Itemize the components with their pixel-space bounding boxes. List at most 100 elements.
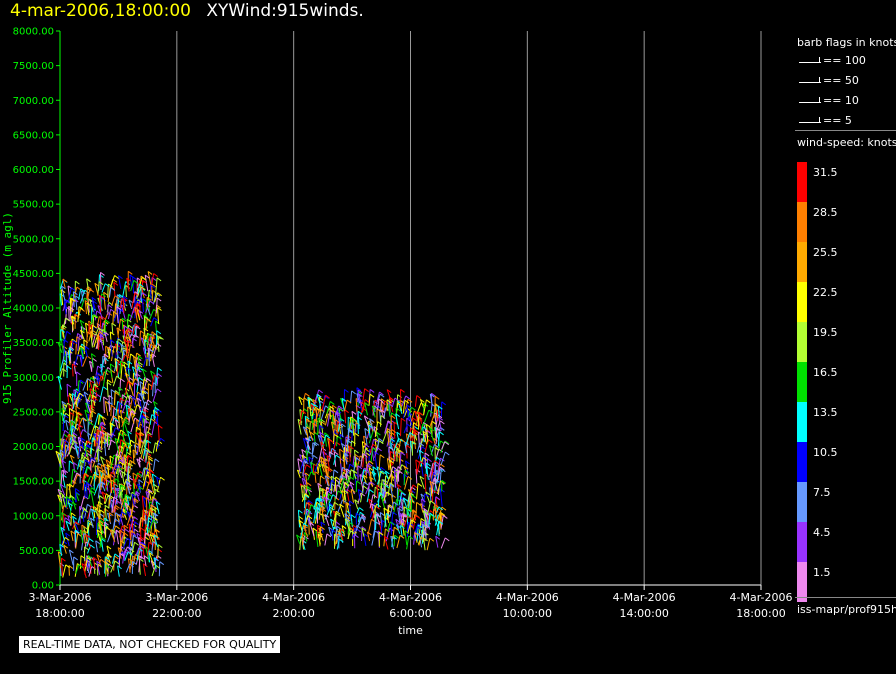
wind-barb-flag [135,296,140,301]
wind-barb-flag [134,417,140,422]
wind-barb [117,547,122,559]
wind-barb-flag [402,512,407,517]
wind-barb [72,462,76,473]
wind-barb [78,424,82,438]
wind-barb-flag [130,439,135,444]
wind-barb-flag [159,336,164,340]
wind-barb-flag [317,482,323,487]
wind-barb-flag [425,491,431,496]
wind-barb-flag [73,556,78,561]
wind-barb-flag [154,412,160,417]
wind-barb-flag [411,494,417,499]
wind-barb-flag [96,504,102,508]
wind-barb-flag [81,509,87,514]
wind-barb [93,446,98,461]
wind-barb-flag [125,480,131,485]
wind-barb [108,439,112,450]
wind-barb [347,530,352,540]
wind-barb [96,561,101,575]
wind-barb-flag [416,395,422,399]
wind-barb [80,437,84,450]
wind-barb-flag [65,520,71,525]
colorbar-swatch [797,522,807,562]
wind-barb-flag [344,518,350,523]
wind-barb-flag [132,337,137,342]
barb-legend-label: == 100 [823,54,866,67]
wind-barb [143,525,147,541]
wind-barb [357,411,360,430]
wind-barb-flag [335,521,341,526]
wind-barb-flag [308,396,313,401]
wind-barb [57,342,63,354]
wind-barb-flag [350,514,356,519]
wind-barb-flag [134,323,140,328]
wind-barb-flag [312,527,318,532]
wind-barb-flag [126,277,131,282]
wind-barb-flag [354,449,359,454]
wind-barb-flag [362,453,368,457]
wind-barb-flag [79,392,84,397]
wind-barb [94,508,99,517]
wind-barb [103,493,107,504]
wind-barb [103,353,106,365]
wind-barb-flag [348,526,354,531]
wind-barb [112,505,116,514]
wind-barb [82,417,86,432]
wind-barb-flag [100,481,106,485]
wind-barb-flag [345,502,351,507]
wind-barb [96,331,100,344]
wind-barb [122,432,125,447]
wind-barb-flag [331,479,336,484]
wind-barb-flag [119,529,124,534]
wind-barb [60,326,64,338]
wind-barb-flag [146,296,152,301]
wind-barb [123,420,129,434]
colorbar-label: 19.5 [813,326,838,339]
wind-barb-flag [141,415,146,420]
wind-barb-flag [80,437,86,442]
wind-barb-flag [317,503,323,508]
wind-barb [349,481,355,495]
wind-barb-flag [79,459,84,464]
wind-barb [308,456,313,472]
wind-barb-flag [341,443,346,447]
wind-barb-flag [62,368,67,373]
wind-barb-flag [411,406,416,411]
wind-barb [117,565,120,577]
wind-barb [332,441,337,453]
wind-barb [59,540,64,556]
wind-barb-flag [392,511,398,516]
x-tick-label: 10:00:00 [503,607,552,620]
wind-barb-flag [110,287,116,291]
wind-barb-flag [118,459,124,463]
wind-barb-flag [414,531,420,535]
wind-barb-flag [114,464,120,469]
wind-barb [328,504,332,517]
wind-barb [431,479,434,494]
wind-barb-flag [63,339,69,343]
barb-legend-symbol [799,122,821,123]
wind-barb-flag [130,408,136,412]
wind-barb-flag [86,278,91,283]
wind-barb [429,427,434,441]
wind-barb [100,436,103,451]
wind-barb [65,520,70,531]
wind-barb [122,281,127,298]
wind-barb [90,490,95,508]
wind-barb [115,455,118,467]
wind-barb-flag [99,509,105,514]
wind-barb-flag [77,332,82,337]
wind-barb-flag [70,420,76,425]
wind-barb-flag [386,389,392,394]
wind-barb-flag [128,324,134,329]
wind-barb-flag [441,479,447,484]
wind-barb [361,527,365,537]
wind-barb [302,438,307,449]
wind-barb [96,372,100,382]
wind-barb-flag [117,463,123,468]
wind-barb [436,480,442,495]
wind-barb [62,278,66,288]
wind-barb-flag [369,489,374,493]
wind-barb-flag [344,452,349,457]
wind-barb [350,489,355,503]
